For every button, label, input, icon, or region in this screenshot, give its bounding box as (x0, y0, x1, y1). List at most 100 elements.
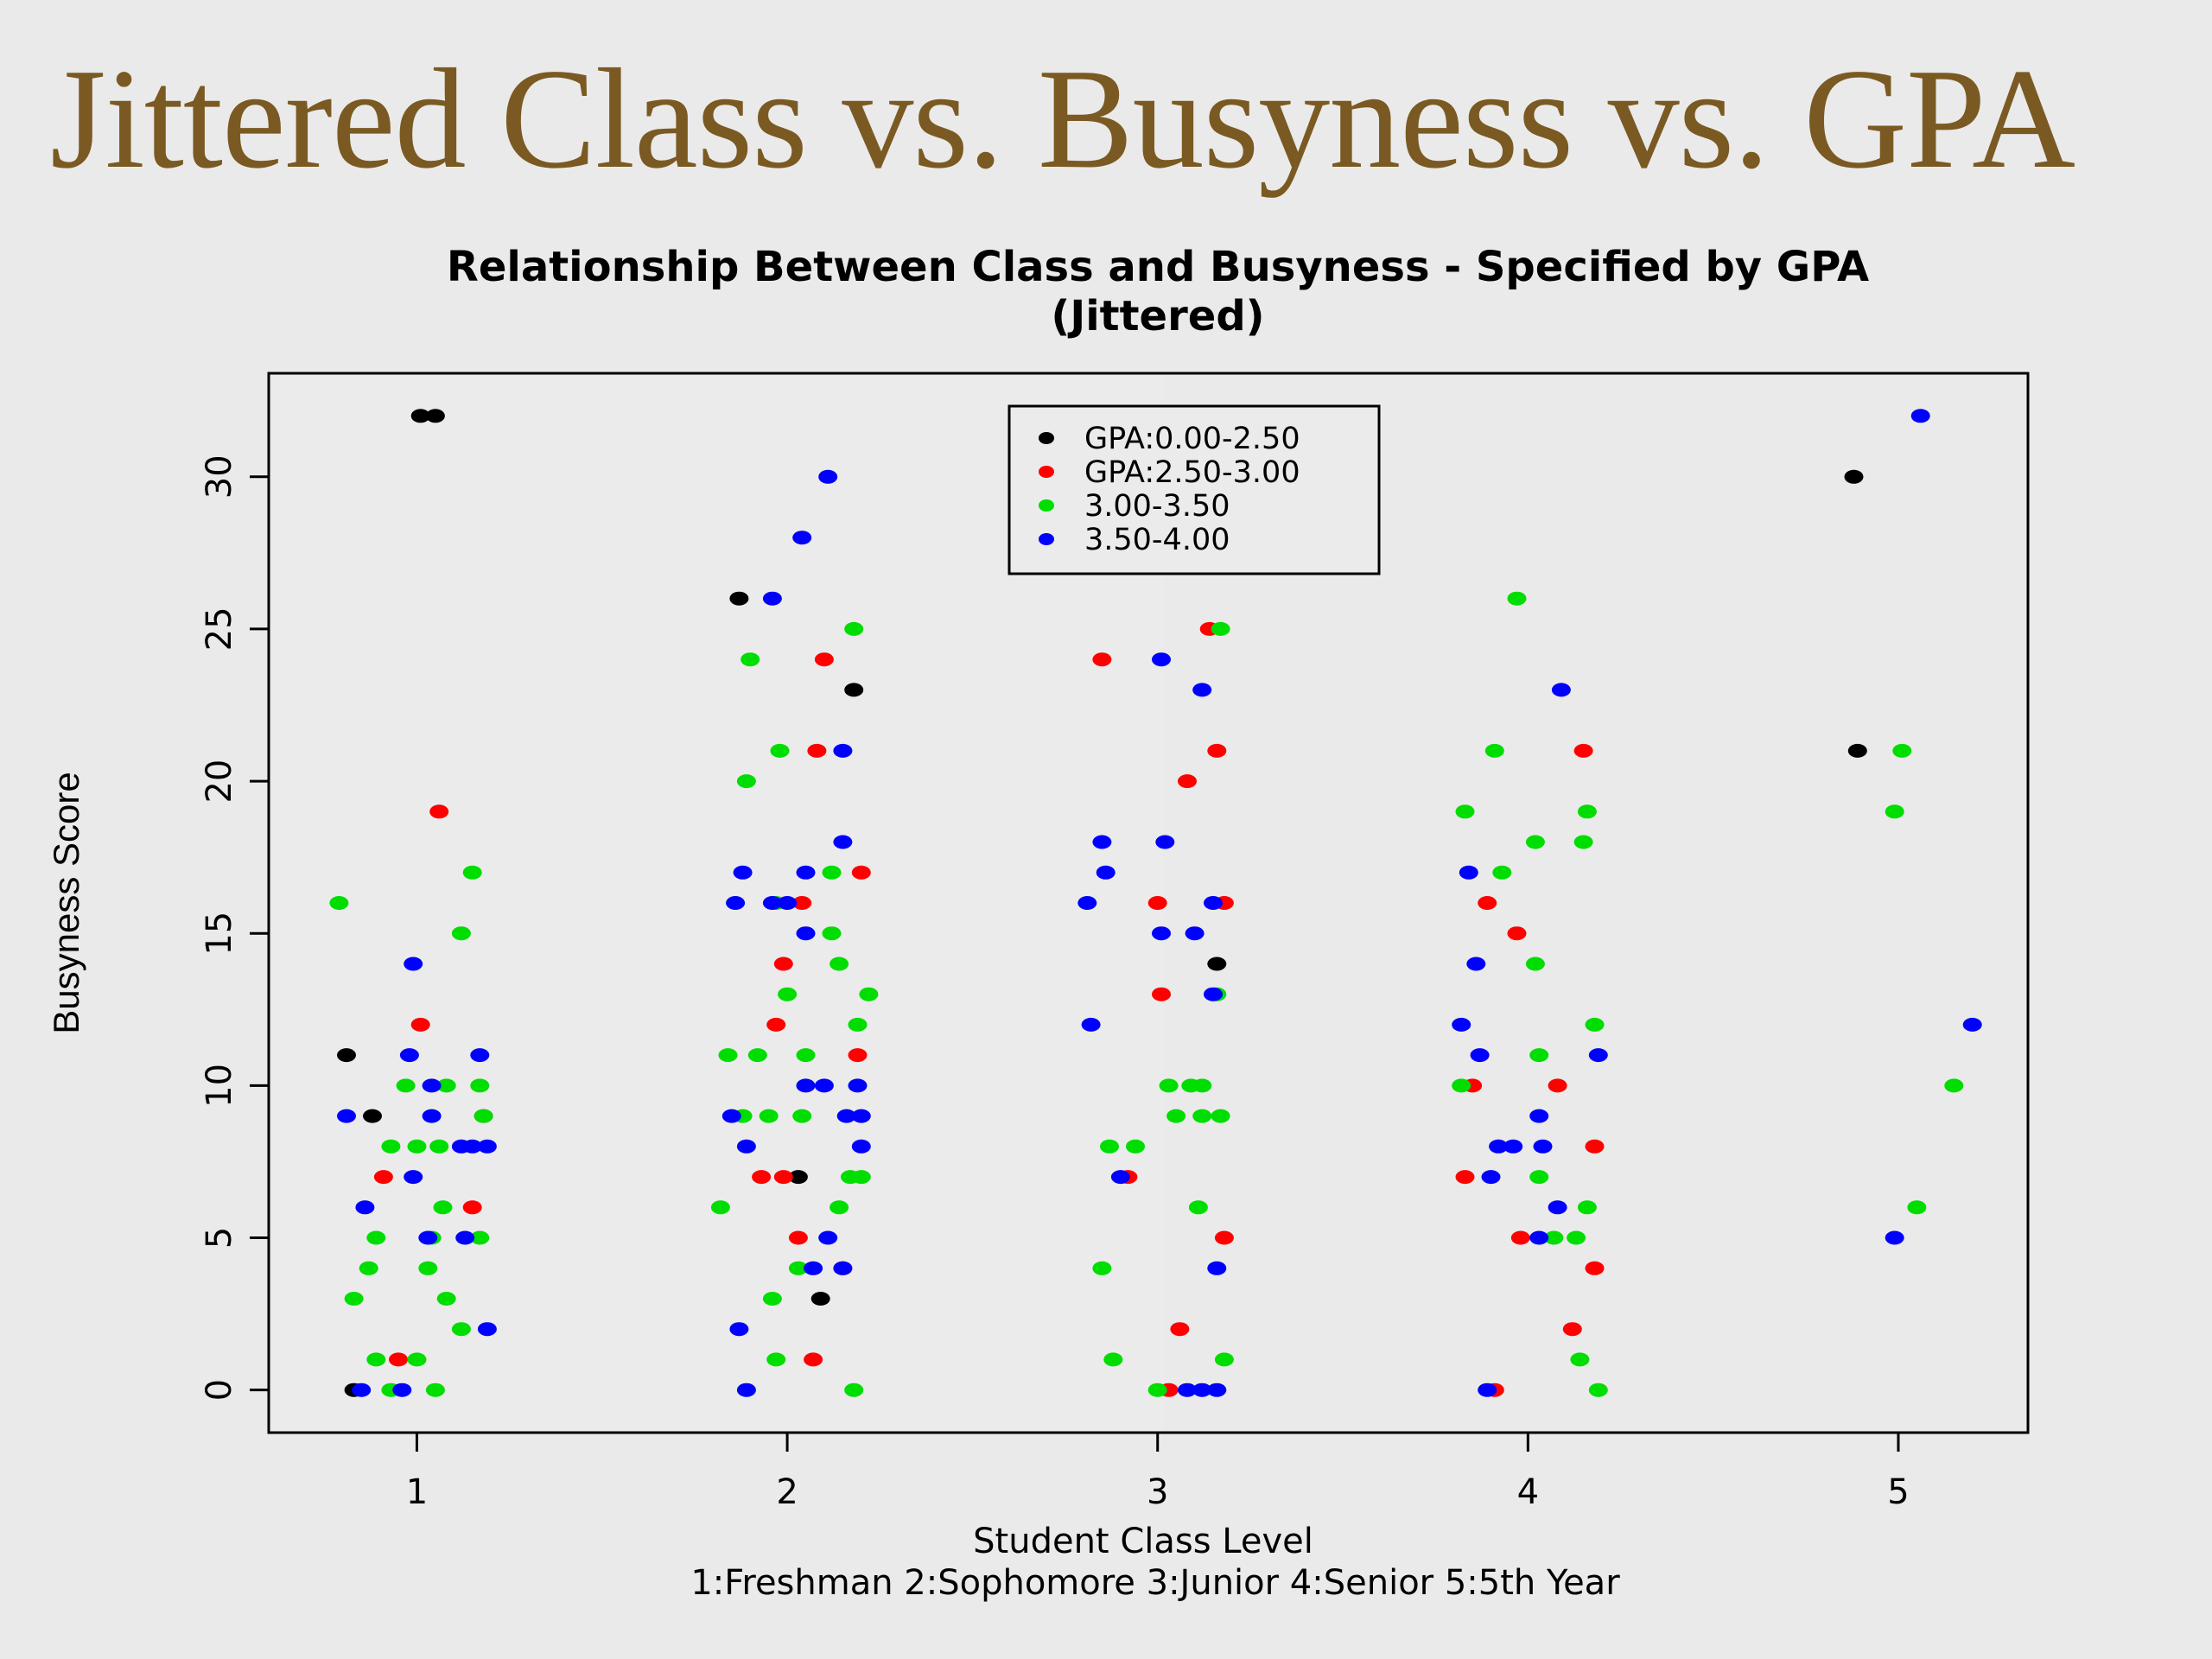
data-point (1207, 1261, 1227, 1275)
data-point (1588, 1048, 1608, 1063)
data-point (404, 1170, 423, 1185)
data-point (710, 1200, 730, 1215)
series-2 (373, 621, 1605, 1397)
y-tick-label: 30 (200, 454, 239, 499)
data-point (470, 1078, 490, 1093)
data-point (366, 1352, 386, 1367)
x-axis: 1 2 3 4 5 (406, 1431, 1910, 1512)
data-point (337, 1109, 356, 1123)
data-point (1478, 896, 1497, 910)
data-point (407, 1139, 427, 1154)
data-point (1192, 1382, 1212, 1397)
data-point (1885, 1230, 1904, 1245)
data-point (344, 1292, 364, 1306)
data-point (1481, 1170, 1501, 1185)
data-point (470, 1048, 490, 1063)
data-point (747, 1048, 767, 1063)
data-point (352, 1382, 372, 1397)
x-tick-label: 2 (776, 1472, 798, 1512)
data-point (407, 1352, 427, 1367)
data-point (389, 1352, 408, 1367)
data-point (788, 1170, 808, 1185)
data-point (804, 1352, 823, 1367)
data-point (1548, 1078, 1567, 1093)
data-point (833, 1261, 853, 1275)
data-point (477, 1139, 497, 1154)
data-point (773, 1170, 793, 1185)
data-point (721, 1109, 741, 1123)
data-point (1944, 1078, 1964, 1093)
data-point (851, 1139, 871, 1154)
data-point (1100, 1139, 1119, 1154)
data-point (1484, 743, 1504, 758)
data-point (778, 896, 798, 910)
data-point (474, 1109, 493, 1123)
data-point (422, 1078, 442, 1093)
data-point (1847, 743, 1867, 758)
data-point (1147, 1382, 1167, 1397)
chart-title: Relationship Between Class and Busyness … (447, 243, 1869, 340)
data-point (329, 896, 349, 910)
series-4 (337, 409, 1982, 1397)
data-point (1166, 1109, 1186, 1123)
data-point (470, 1230, 490, 1245)
data-point (1126, 1139, 1145, 1154)
data-point (366, 1230, 386, 1245)
data-point (814, 652, 834, 667)
data-point (736, 1139, 756, 1154)
data-point (1573, 835, 1593, 849)
legend-marker (1039, 432, 1054, 444)
data-point (1155, 835, 1175, 849)
legend: GPA:0.00-2.50GPA:2.50-3.003.00-3.503.50-… (1007, 404, 1381, 575)
data-point (422, 1109, 442, 1123)
data-point (1452, 1078, 1471, 1093)
data-point (1492, 865, 1512, 880)
data-point (1892, 743, 1912, 758)
data-point (778, 987, 798, 1001)
data-point (1577, 1200, 1597, 1215)
legend-label: GPA:0.00-2.50 (1084, 422, 1300, 456)
data-point (1503, 1139, 1523, 1154)
data-point (1585, 1261, 1605, 1275)
data-point (410, 409, 430, 423)
data-point (818, 1230, 838, 1245)
data-point (337, 1048, 356, 1063)
y-axis-title: Busyness Score (46, 772, 86, 1033)
data-point (429, 1139, 449, 1154)
data-point (1573, 743, 1593, 758)
data-point (766, 1017, 786, 1032)
data-point (859, 987, 879, 1001)
data-point (1204, 987, 1223, 1001)
data-point (1170, 1322, 1190, 1337)
data-point (810, 1292, 830, 1306)
data-point (1907, 1200, 1927, 1215)
data-point (844, 621, 864, 636)
data-point (1533, 1139, 1553, 1154)
data-point (792, 1109, 812, 1123)
slide-title: Jittered Class vs. Busyness vs. GPA (50, 39, 2075, 198)
data-point (851, 1109, 871, 1123)
data-point (392, 1382, 412, 1397)
chart-title-line-2: (Jittered) (1051, 292, 1264, 340)
data-point (792, 531, 812, 545)
data-point (796, 865, 816, 880)
x-tick-label: 1 (406, 1472, 428, 1512)
data-point (729, 591, 749, 606)
data-point (1159, 1078, 1179, 1093)
data-point (1510, 1230, 1530, 1245)
data-point (1152, 987, 1171, 1001)
data-point (1211, 621, 1230, 636)
data-point (436, 1292, 456, 1306)
data-point (1077, 896, 1097, 910)
data-point (1529, 1048, 1549, 1063)
data-point (836, 1109, 856, 1123)
data-point (1096, 865, 1116, 880)
data-point (425, 1382, 445, 1397)
data-point (762, 896, 782, 910)
data-point (1551, 683, 1571, 697)
y-tick-label: 5 (200, 1227, 239, 1249)
data-point (736, 1382, 756, 1397)
data-point (796, 1078, 816, 1093)
data-point (1525, 957, 1545, 971)
y-tick-label: 10 (200, 1064, 239, 1108)
